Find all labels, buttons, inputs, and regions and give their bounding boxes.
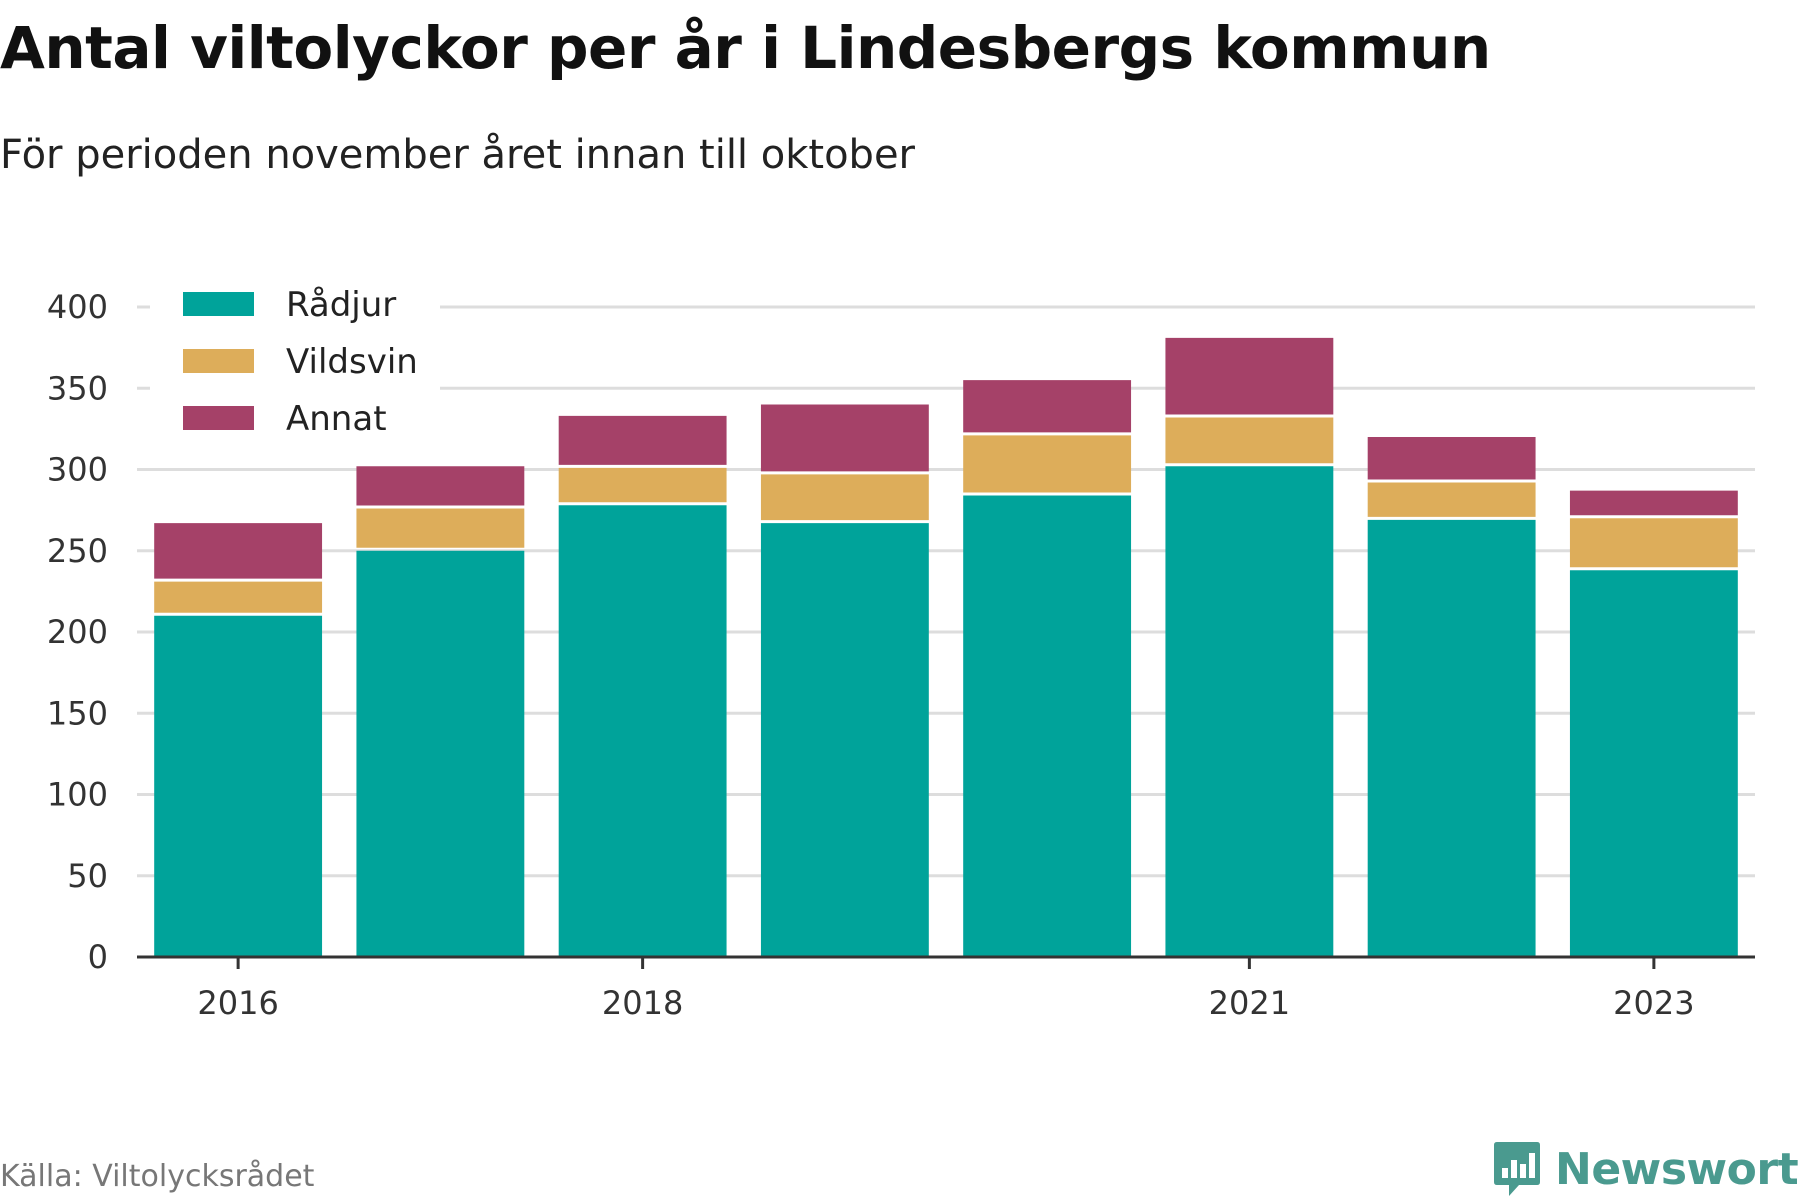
bar-annat-2023[interactable]: [1569, 490, 1738, 516]
newsworthy-logo-icon: [1494, 1142, 1540, 1196]
bar-r-djur-2019[interactable]: [760, 523, 929, 957]
x-tick-label-2016: 2016: [197, 984, 278, 1022]
legend-label-vildsvin: Vildsvin: [286, 342, 418, 382]
y-tick-label-250: 250: [47, 532, 108, 570]
legend-label-r-djur: Rådjur: [286, 285, 396, 325]
bar-annat-2016[interactable]: [154, 523, 323, 579]
axes: 0 50 100 150 200 250 300 350 400 2016 2018 2021 2023: [47, 288, 1755, 1022]
bar-vildsvin-2017[interactable]: [356, 508, 525, 548]
bar-r-djur-2023[interactable]: [1569, 570, 1738, 957]
y-tick-label-0: 0: [88, 938, 108, 976]
bar-r-djur-2018[interactable]: [558, 505, 727, 957]
bar-vildsvin-2022[interactable]: [1367, 482, 1536, 517]
bar-vildsvin-2016[interactable]: [154, 581, 323, 613]
y-tick-label-200: 200: [47, 613, 108, 651]
bar-vildsvin-2021[interactable]: [1165, 417, 1334, 464]
y-tick-label-300: 300: [47, 451, 108, 489]
bar-annat-2020[interactable]: [963, 380, 1132, 433]
x-tick-label-2018: 2018: [602, 984, 683, 1022]
y-tick-label-150: 150: [47, 694, 108, 732]
bar-vildsvin-2023[interactable]: [1569, 518, 1738, 568]
chart-subtitle: För perioden november året innan till ok…: [0, 132, 915, 178]
chart-title: Antal viltolyckor per år i Lindesbergs k…: [0, 14, 1491, 82]
bar-r-djur-2017[interactable]: [356, 550, 525, 957]
legend-label-annat: Annat: [286, 399, 387, 439]
bar-r-djur-2022[interactable]: [1367, 519, 1536, 957]
bar-annat-2019[interactable]: [760, 404, 929, 472]
bar-annat-2021[interactable]: [1165, 337, 1334, 415]
bar-r-djur-2021[interactable]: [1165, 466, 1334, 957]
bar-r-djur-2020[interactable]: [963, 495, 1132, 958]
brand-logo[interactable]: Newsworthy: [1493, 1140, 1800, 1198]
y-tick-label-100: 100: [47, 776, 108, 814]
y-tick-label-400: 400: [47, 288, 108, 326]
brand-name: Newsworthy: [1555, 1143, 1800, 1195]
bar-r-djur-2016[interactable]: [154, 615, 323, 957]
bar-vildsvin-2019[interactable]: [760, 474, 929, 521]
bar-annat-2018[interactable]: [558, 415, 727, 465]
bar-vildsvin-2020[interactable]: [963, 435, 1132, 493]
y-tick-label-350: 350: [47, 369, 108, 407]
bar-vildsvin-2018[interactable]: [558, 467, 727, 503]
bars: [154, 337, 1738, 958]
legend: Rådjur Vildsvin Annat: [150, 268, 440, 443]
y-tick-label-50: 50: [67, 857, 108, 895]
x-tick-label-2023: 2023: [1613, 984, 1694, 1022]
bar-annat-2022[interactable]: [1367, 437, 1536, 480]
legend-swatch-vildsvin: [183, 349, 254, 373]
source-note: Källa: Viltolycksrådet: [0, 1159, 315, 1194]
legend-swatch-annat: [183, 406, 254, 430]
bar-annat-2017[interactable]: [356, 466, 525, 506]
x-tick-label-2021: 2021: [1209, 984, 1290, 1022]
legend-swatch-r-djur: [183, 292, 254, 316]
